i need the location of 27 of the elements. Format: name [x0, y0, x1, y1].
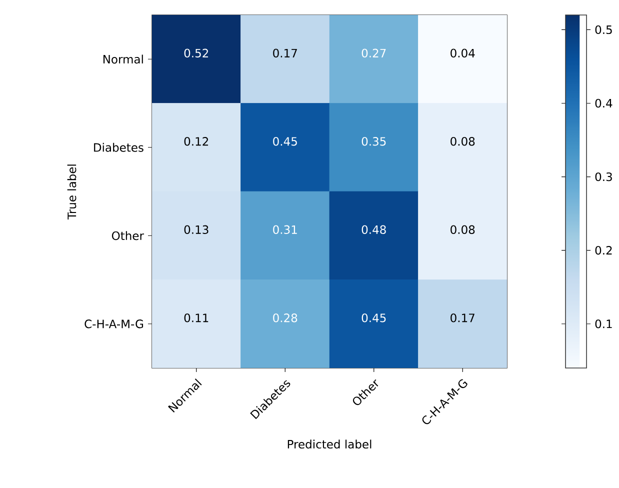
data-label: 0.35 [362, 137, 386, 146]
y-tick-label: Diabetes [94, 142, 144, 152]
x-axis-title: Predicted label [288, 440, 372, 449]
data-label: 0.48 [362, 225, 386, 234]
data-label: 0.27 [362, 48, 386, 58]
data-label: 0.13 [184, 225, 208, 234]
data-label: 0.28 [273, 314, 298, 322]
y-axis-title: True label [67, 164, 76, 220]
data-label: 0.45 [273, 137, 297, 146]
color-bar-label: 0.3 [595, 172, 612, 182]
color-bar-label: 0.5 [595, 25, 612, 34]
data-label: 0.17 [273, 48, 297, 58]
y-tick-label: Normal [103, 54, 143, 64]
y-tick-label: Other [112, 231, 144, 240]
data-label: 0.17 [450, 314, 474, 322]
data-label: 0.11 [184, 314, 208, 322]
data-label: 0.52 [184, 48, 208, 58]
data-label: 0.08 [450, 137, 475, 146]
color-bar-label: 0.4 [595, 98, 612, 108]
data-label: 0.45 [362, 314, 386, 322]
data-label: 0.12 [184, 137, 208, 146]
data-label: 0.04 [450, 48, 475, 58]
color-bar-label: 0.2 [595, 246, 612, 255]
data-label: 0.08 [450, 225, 475, 234]
y-tick-label: C-H-A-M-G [84, 320, 144, 328]
color-bar-label: 0.1 [595, 320, 612, 328]
data-label: 0.31 [273, 225, 297, 234]
